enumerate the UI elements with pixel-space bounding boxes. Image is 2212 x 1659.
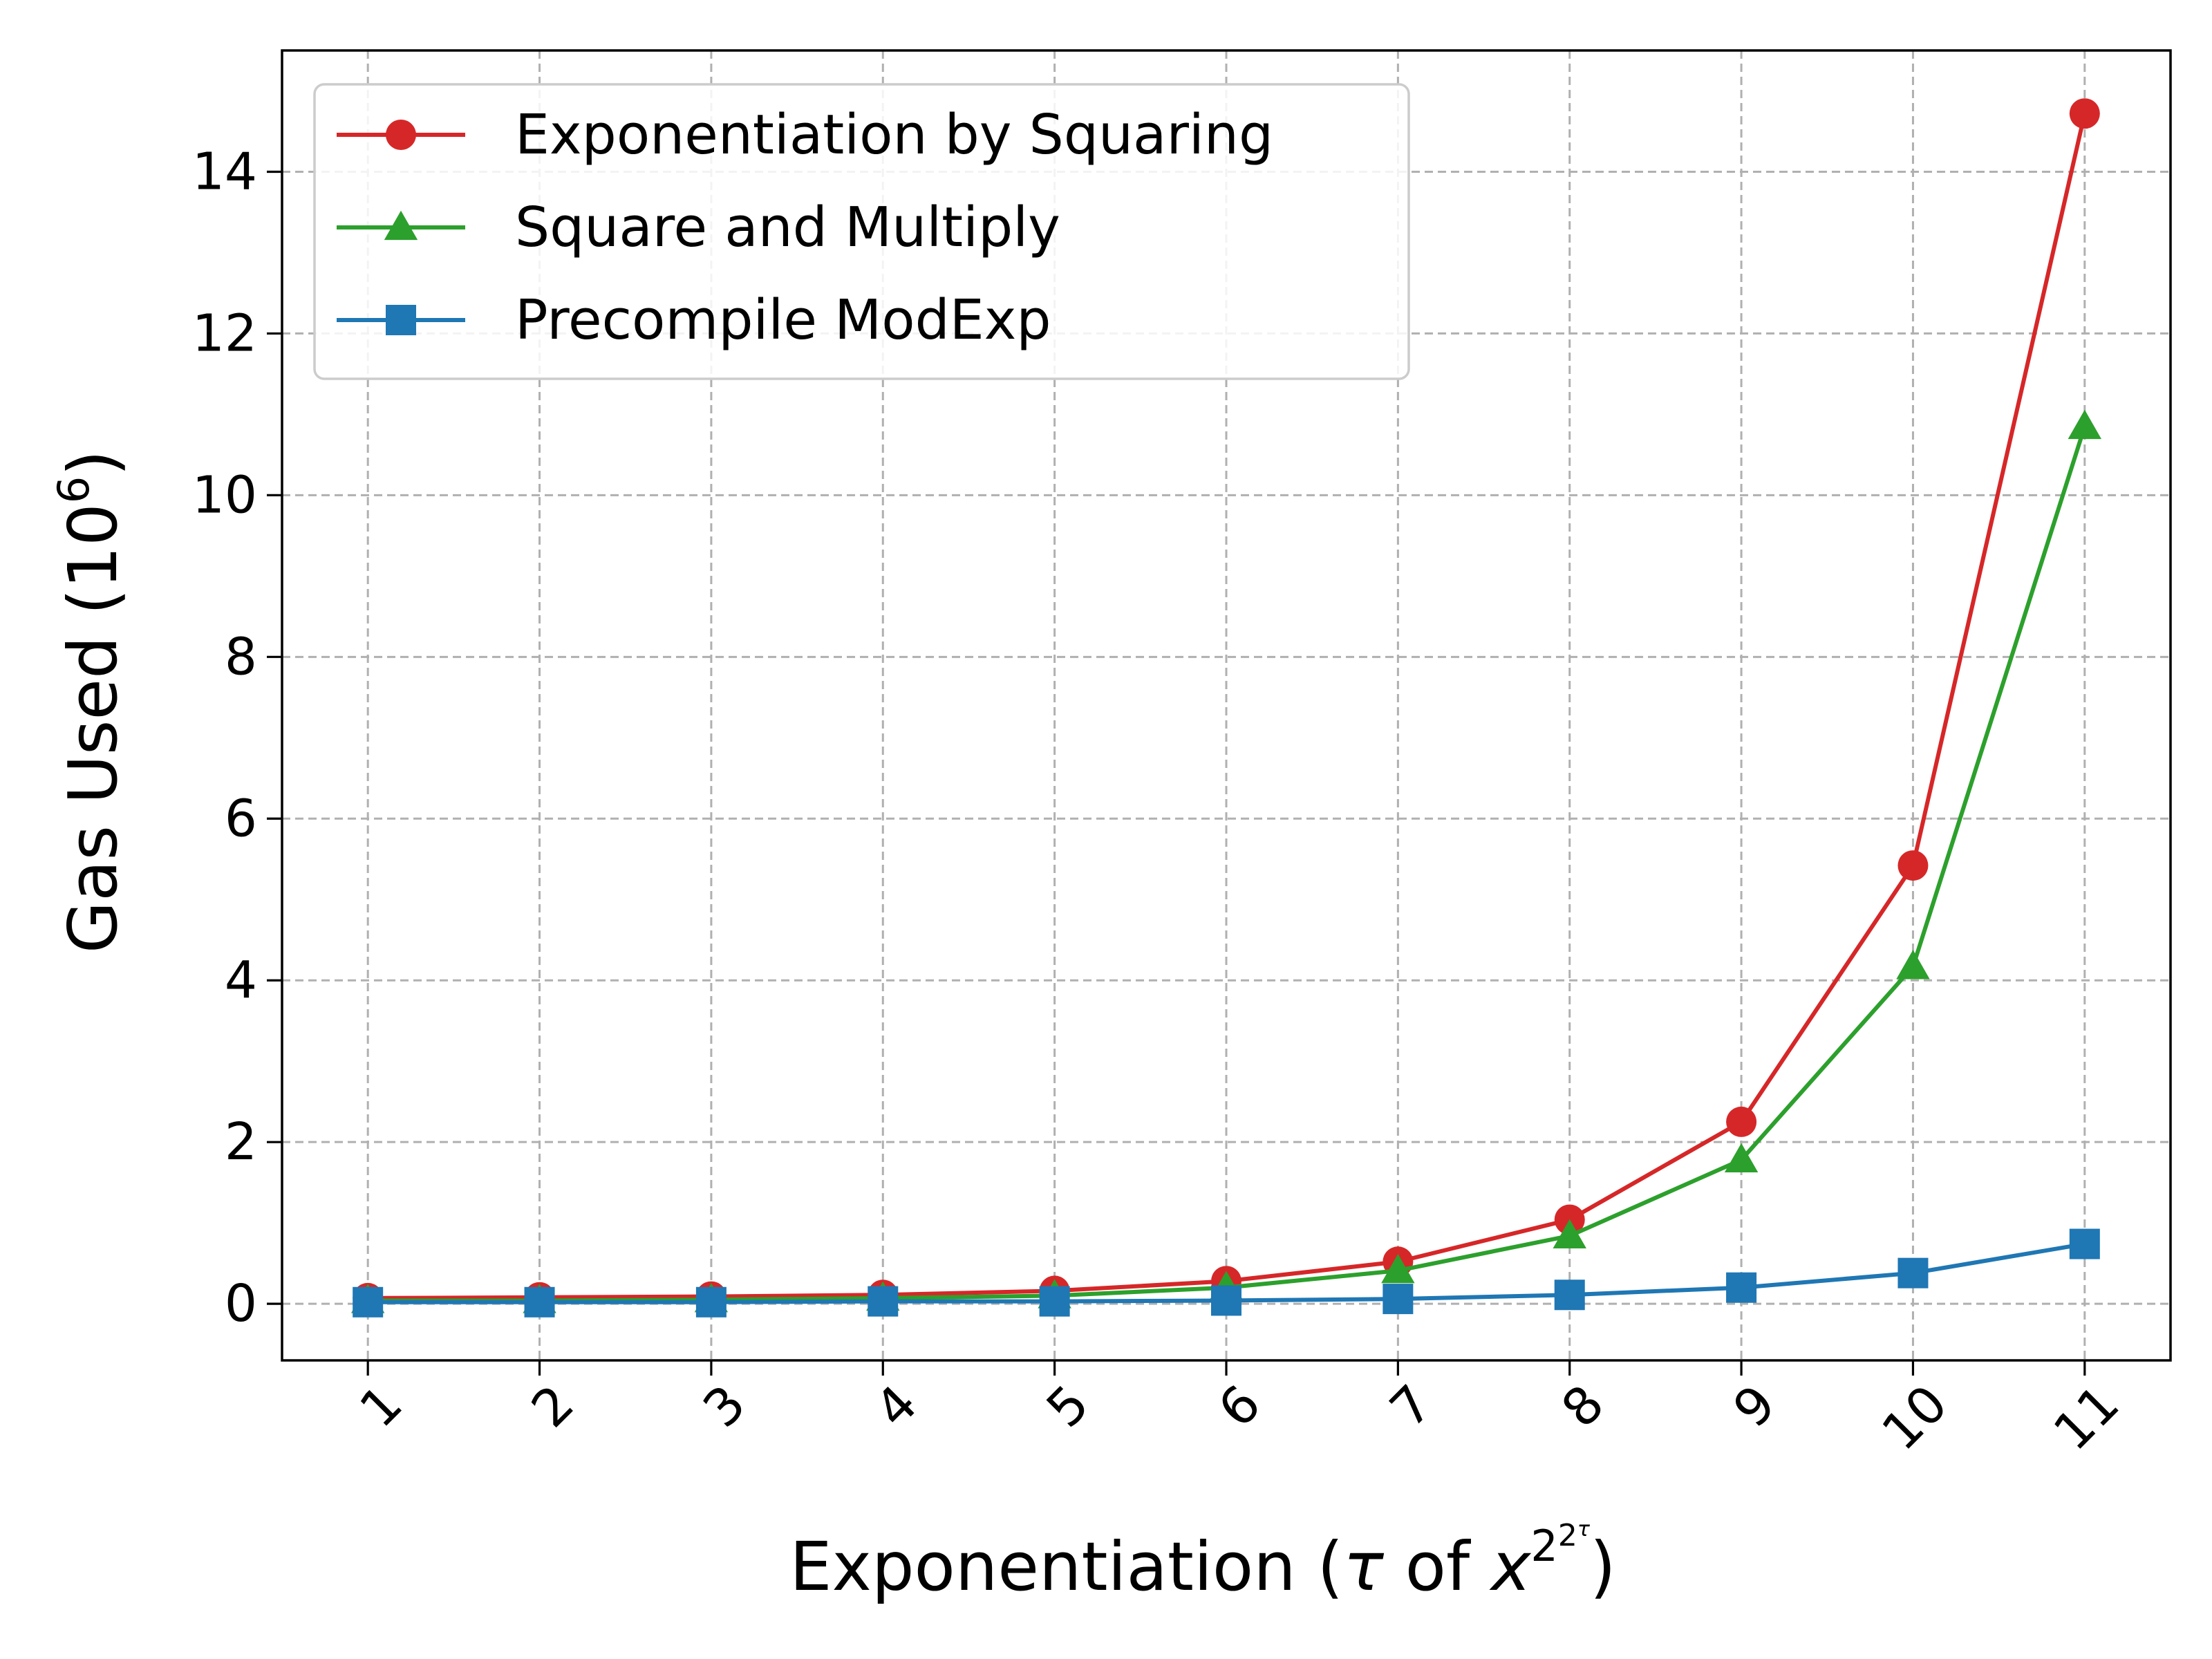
data-point [695, 1286, 727, 1318]
x-tick-label: 8 [1550, 1374, 1615, 1439]
y-axis-label-suffix: ) [54, 450, 132, 476]
data-point [2069, 1228, 2100, 1259]
y-axis-label-prefix: Gas Used (10 [54, 503, 132, 953]
legend-marker [386, 120, 416, 150]
legend: Exponentiation by Squaring Square and Mul… [313, 83, 1410, 380]
x-tick-label: 6 [1207, 1374, 1272, 1439]
x-axis-label-inner-base: 2 [1558, 1518, 1577, 1553]
data-point [1724, 1143, 1759, 1173]
series-square-and-multiply [350, 409, 2102, 1313]
x-tick-label: 11 [2043, 1374, 2130, 1462]
y-axis-label-exp: 6 [48, 476, 99, 503]
y-tick-label: 2 [225, 1112, 257, 1172]
data-point [2069, 98, 2100, 129]
x-axis-label-tau: τ [1343, 1528, 1384, 1606]
data-point [868, 1286, 899, 1317]
x-axis-label-of: of [1384, 1528, 1491, 1606]
x-axis-label-prefix: Exponentiation ( [789, 1528, 1343, 1606]
legend-label: Exponentiation by Squaring [515, 103, 1273, 167]
data-point [1382, 1284, 1414, 1315]
data-point [1897, 1257, 1929, 1288]
legend-marker [386, 305, 416, 335]
x-tick-label: 1 [348, 1374, 413, 1439]
legend-label: Precompile ModExp [515, 288, 1051, 352]
legend-marker [384, 210, 418, 241]
y-tick-label: 0 [225, 1274, 257, 1333]
legend-label: Square and Multiply [515, 196, 1060, 259]
y-tick-label: 12 [192, 303, 257, 363]
x-tick-label: 4 [864, 1374, 929, 1439]
data-point [1039, 1286, 1070, 1317]
x-tick-label: 2 [521, 1374, 585, 1439]
data-point [1381, 1253, 1415, 1284]
data-point [1897, 850, 1929, 881]
y-tick-label: 10 [192, 465, 257, 525]
y-axis-label: Gas Used (106) [48, 450, 132, 953]
legend-items: Exponentiation by Squaring Square and Mul… [337, 103, 1273, 352]
data-point [1896, 950, 1930, 980]
data-point [524, 1286, 555, 1318]
x-axis-label-base: 2 [1530, 1521, 1557, 1571]
y-tick-label: 6 [225, 789, 257, 848]
series-precompile-modexp [353, 1228, 2100, 1318]
y-tick-label: 8 [225, 627, 257, 686]
x-tick-label: 7 [1379, 1374, 1444, 1439]
data-point [1726, 1106, 1757, 1137]
x-axis-label-suffix: ) [1590, 1528, 1616, 1606]
data-point [1554, 1280, 1585, 1311]
data-point [353, 1286, 384, 1318]
x-tick-label: 9 [1722, 1374, 1787, 1439]
series-layer [350, 98, 2102, 1318]
y-tick-label: 4 [225, 950, 257, 1010]
data-point [1553, 1219, 1586, 1249]
x-tick-label: 10 [1871, 1374, 1958, 1462]
x-tick-label: 3 [692, 1374, 757, 1439]
data-point [1211, 1285, 1241, 1316]
x-axis-label-inner-exp: τ [1577, 1517, 1591, 1541]
data-point [1726, 1272, 1757, 1303]
y-tick-label: 14 [192, 142, 257, 201]
data-point [2068, 409, 2102, 440]
x-tick-label: 5 [1035, 1374, 1100, 1439]
legend-box [313, 83, 1410, 380]
x-axis-label-x: x [1489, 1528, 1532, 1606]
x-axis-label: Exponentiation (τ of x22τ) [789, 1517, 1616, 1606]
